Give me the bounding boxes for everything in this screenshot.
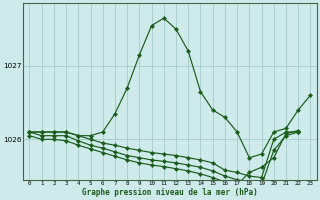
- X-axis label: Graphe pression niveau de la mer (hPa): Graphe pression niveau de la mer (hPa): [82, 188, 258, 197]
